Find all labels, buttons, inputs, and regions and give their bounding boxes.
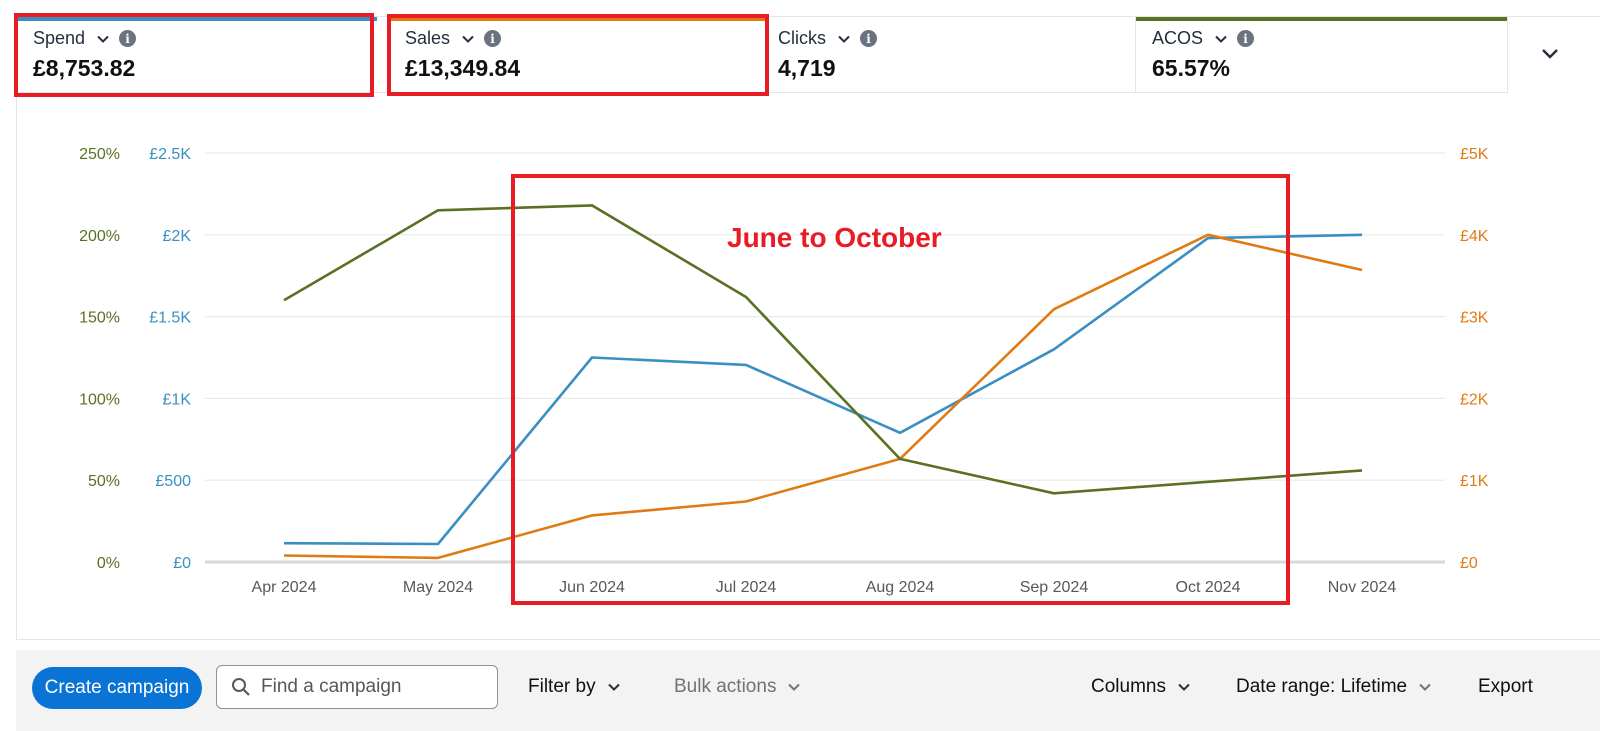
export-button[interactable]: Export [1478, 676, 1533, 698]
chevron-down-icon [788, 683, 801, 691]
left-currency-tick-label: £500 [155, 473, 191, 490]
filter-by-dropdown[interactable]: Filter by [528, 676, 622, 698]
left-percent-tick-label: 200% [79, 228, 120, 245]
chevron-down-icon [1419, 683, 1431, 691]
campaign-toolbar: Create campaign Filter by Bulk actions C… [16, 650, 1600, 731]
x-axis-tick-label: Oct 2024 [1176, 579, 1241, 596]
series-line-acos [283, 204, 1363, 495]
x-axis-tick-label: Jul 2024 [716, 579, 777, 596]
metric-label: Clicks [778, 28, 826, 48]
left-percent-tick-label: 100% [79, 391, 120, 408]
acos-metric-color-bar [1136, 17, 1508, 21]
filter-by-label: Filter by [528, 676, 596, 697]
metric-card-acos[interactable]: ACOS i 65.57% [1136, 17, 1508, 93]
sales-metric-color-bar [389, 17, 769, 21]
metric-value: 4,719 [778, 55, 836, 81]
metric-card-sales[interactable]: Sales i £13,349.84 [389, 17, 769, 93]
right-currency-tick-label: £0 [1460, 555, 1478, 572]
chevron-down-icon[interactable] [1213, 31, 1229, 47]
left-percent-tick-label: 0% [97, 555, 120, 572]
create-campaign-button[interactable]: Create campaign [32, 667, 202, 709]
chevron-down-icon [607, 683, 620, 691]
search-box[interactable] [216, 665, 498, 709]
series-line-sales [283, 233, 1363, 560]
left-percent-tick-label: 250% [79, 146, 120, 163]
x-axis-tick-label: Aug 2024 [866, 579, 935, 596]
metric-value: £13,349.84 [405, 55, 521, 81]
x-axis-tick-label: May 2024 [403, 579, 473, 596]
info-icon[interactable]: i [1237, 30, 1255, 47]
metric-label: Spend [33, 28, 86, 48]
metric-value: 65.57% [1152, 55, 1231, 81]
chevron-down-icon [1178, 683, 1190, 691]
right-currency-tick-label: £2K [1460, 391, 1489, 408]
info-icon[interactable]: i [860, 30, 877, 47]
left-currency-tick-label: £2K [163, 228, 192, 245]
search-input[interactable] [259, 675, 483, 699]
export-label: Export [1478, 676, 1533, 697]
info-icon[interactable]: i [484, 30, 502, 47]
metrics-chart-panel: Spend i £8,753.82 Sales i £13,349.84 Cli… [16, 16, 1600, 640]
bulk-actions-dropdown[interactable]: Bulk actions [674, 676, 802, 698]
left-currency-tick-label: £2.5K [149, 146, 191, 163]
info-icon[interactable]: i [119, 30, 137, 47]
right-currency-tick-label: £4K [1460, 228, 1489, 245]
search-icon [232, 678, 250, 696]
metric-label: Sales [405, 28, 451, 48]
right-currency-tick-label: £5K [1460, 146, 1489, 163]
right-currency-tick-label: £1K [1460, 473, 1489, 490]
left-currency-tick-label: £1.5K [149, 310, 191, 327]
left-currency-tick-label: £0 [173, 555, 191, 572]
date-range-label: Date range: Lifetime [1236, 676, 1408, 697]
x-axis-tick-label: Jun 2024 [559, 579, 625, 596]
expand-metrics-chevron-icon[interactable] [1535, 39, 1565, 69]
chevron-down-icon[interactable] [460, 31, 476, 47]
columns-label: Columns [1091, 676, 1166, 697]
chevron-down-icon[interactable] [95, 31, 111, 47]
left-currency-tick-label: £1K [163, 391, 192, 408]
chevron-down-icon[interactable] [836, 31, 852, 47]
performance-line-chart: 0% £0 £0 50% £500 £1K 100% £1K £2K 150% £1.5K £3K 20… [79, 146, 1489, 596]
metric-card-spend[interactable]: Spend i £8,753.82 [17, 17, 389, 93]
metric-value: £8,753.82 [33, 55, 136, 81]
spend-metric-color-bar [17, 17, 377, 21]
series-line-spend [283, 233, 1363, 546]
x-axis-tick-label: Nov 2024 [1328, 579, 1397, 596]
metric-card-clicks[interactable]: Clicks i 4,719 [762, 17, 1136, 93]
metric-label: ACOS [1152, 28, 1204, 48]
x-axis-tick-label: Apr 2024 [252, 579, 317, 596]
x-axis-tick-label: Sep 2024 [1020, 579, 1089, 596]
date-range-dropdown[interactable]: Date range: Lifetime [1236, 676, 1433, 698]
left-percent-tick-label: 50% [88, 473, 120, 490]
right-currency-tick-label: £3K [1460, 310, 1489, 327]
annotation-text: June to October [727, 222, 942, 253]
bulk-actions-label: Bulk actions [674, 676, 777, 697]
columns-dropdown[interactable]: Columns [1091, 676, 1192, 698]
left-percent-tick-label: 150% [79, 310, 120, 327]
